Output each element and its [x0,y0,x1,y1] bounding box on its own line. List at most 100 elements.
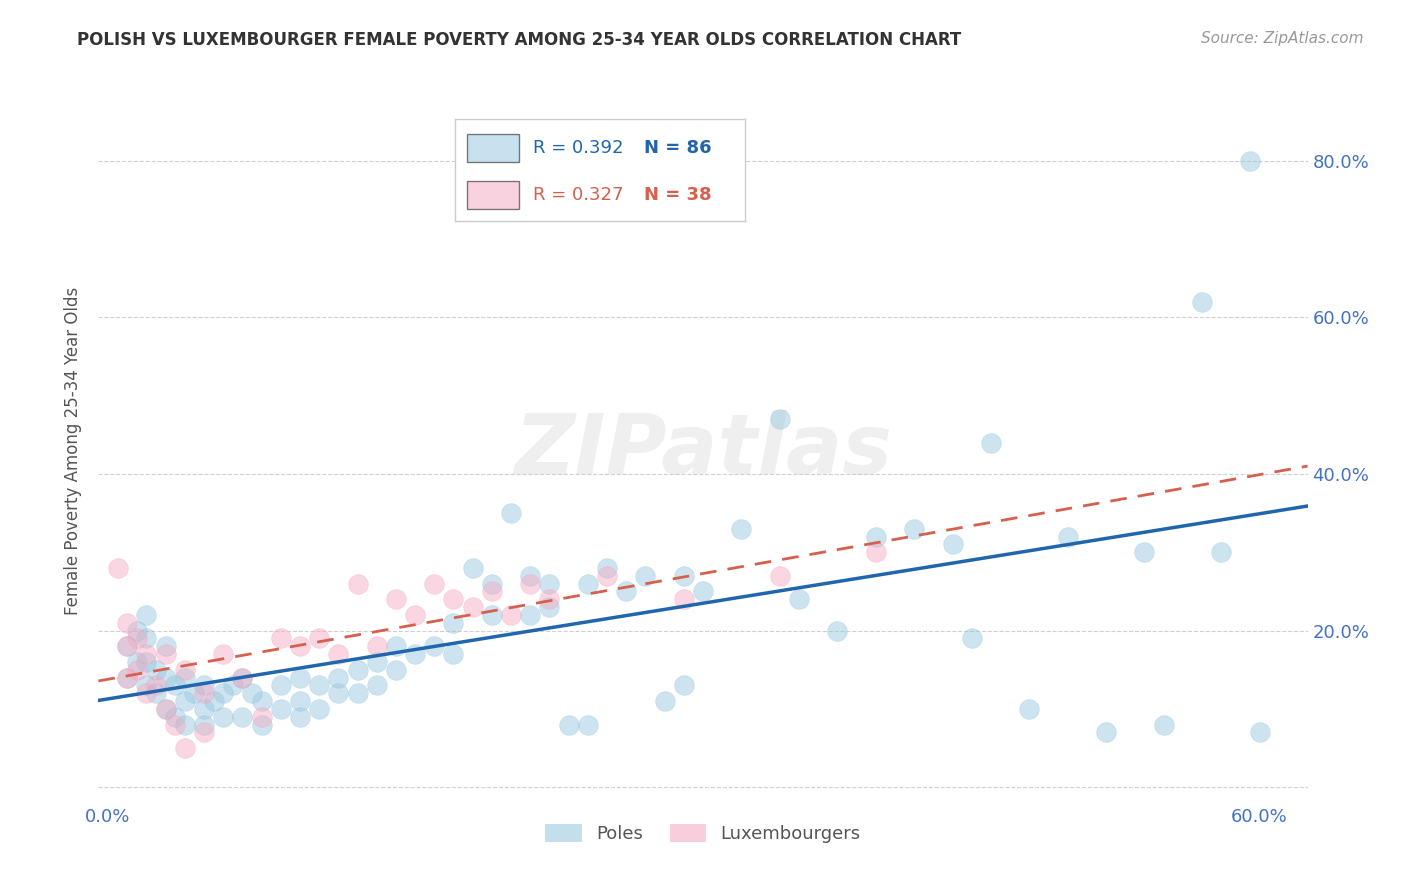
Point [366,678,388,692]
Point [576,717,599,731]
Point [557,717,579,731]
Point [165,717,187,731]
Point [1095,725,1118,739]
Point [288,671,311,685]
Point [346,663,368,677]
Point [193,702,215,716]
Point [270,702,292,716]
Point [366,655,388,669]
Point [135,686,157,700]
Point [481,584,503,599]
Point [288,709,311,723]
Point [443,592,465,607]
Point [135,655,157,669]
Point [461,561,484,575]
Point [222,678,245,692]
Point [443,647,465,661]
Point [1249,725,1271,739]
Point [308,702,330,716]
Point [240,686,263,700]
Point [499,607,522,622]
Point [634,568,657,582]
Point [538,592,561,607]
Point [481,607,503,622]
Point [423,576,446,591]
Point [135,647,157,661]
Point [385,639,408,653]
Point [654,694,676,708]
Point [173,671,195,685]
Point [1191,294,1213,309]
Point [155,639,177,653]
Point [1018,702,1040,716]
Point [576,576,599,591]
Point [231,709,253,723]
Point [135,678,157,692]
Point [115,615,138,630]
Point [328,686,350,700]
Point [328,647,350,661]
Point [125,624,148,638]
Point [270,678,292,692]
Point [183,686,205,700]
Point [125,655,148,669]
Point [596,568,619,582]
Y-axis label: Female Poverty Among 25-34 Year Olds: Female Poverty Among 25-34 Year Olds [65,286,83,615]
Point [1133,545,1156,559]
Point [461,600,484,615]
Point [145,678,167,692]
Point [672,568,695,582]
Point [538,576,561,591]
Point [769,412,792,426]
Point [423,639,446,653]
Point [308,678,330,692]
Point [288,694,311,708]
Point [212,709,235,723]
Text: Source: ZipAtlas.com: Source: ZipAtlas.com [1201,31,1364,46]
Point [692,584,714,599]
Point [155,671,177,685]
Point [193,717,215,731]
Point [346,576,368,591]
Legend: Poles, Luxembourgers: Poles, Luxembourgers [538,816,868,850]
Point [865,545,887,559]
Point [250,717,273,731]
Point [193,686,215,700]
Point [596,561,619,575]
Point [538,600,561,615]
Point [980,435,1002,450]
Point [288,639,311,653]
Point [173,694,195,708]
Point [165,678,187,692]
Point [115,639,138,653]
Point [193,678,215,692]
Point [519,576,541,591]
Point [787,592,810,607]
Point [270,632,292,646]
Point [155,702,177,716]
Point [614,584,637,599]
Point [1153,717,1175,731]
Point [346,686,368,700]
Point [231,671,253,685]
Point [366,639,388,653]
Point [519,568,541,582]
Point [865,530,887,544]
Point [173,663,195,677]
Point [443,615,465,630]
Point [499,506,522,520]
Point [155,702,177,716]
Point [827,624,849,638]
Point [125,663,148,677]
Point [404,607,426,622]
Point [960,632,983,646]
Point [125,632,148,646]
Point [193,725,215,739]
Point [308,632,330,646]
Point [135,607,157,622]
Point [115,639,138,653]
Point [385,663,408,677]
Point [250,694,273,708]
Point [202,694,225,708]
Point [385,592,408,607]
